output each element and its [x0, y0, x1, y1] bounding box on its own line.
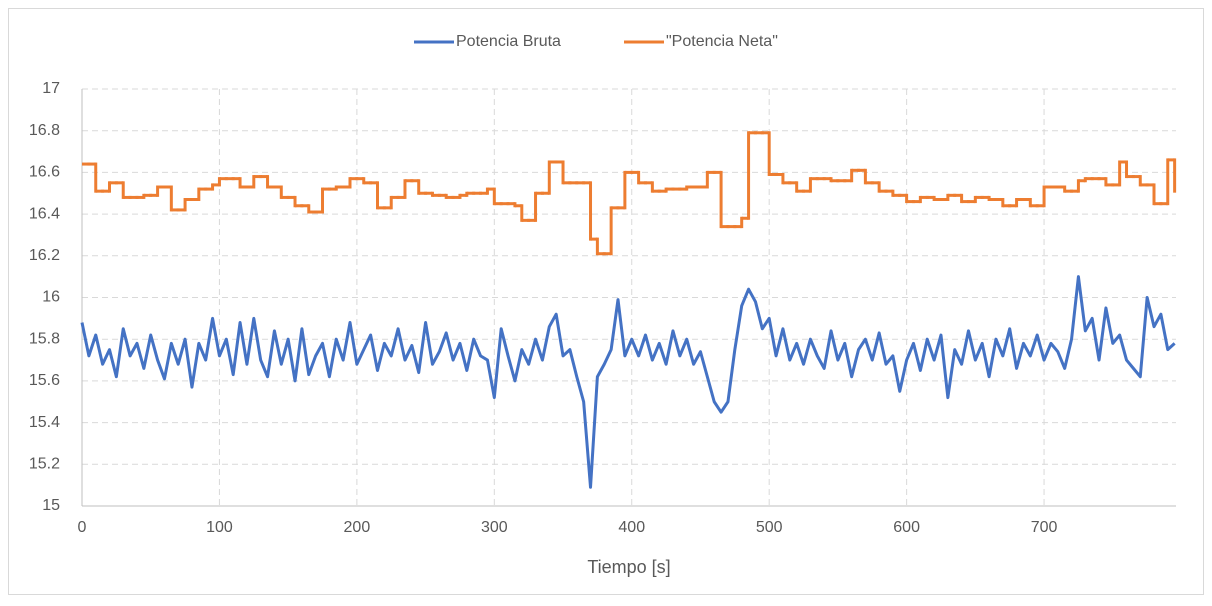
y-tick-label: 17 [42, 80, 60, 97]
y-tick-label: 15.4 [29, 414, 60, 431]
y-tick-label: 15.6 [29, 372, 60, 389]
y-tick-label: 15 [42, 497, 60, 514]
x-axis-label: Tiempo [s] [587, 557, 670, 577]
line-series [80, 275, 1176, 489]
x-tick-label: 200 [344, 519, 371, 536]
x-tick-label: 700 [1031, 519, 1058, 536]
x-tick-label: 300 [481, 519, 508, 536]
x-tick-label: 400 [618, 519, 645, 536]
legend-label: "Potencia Neta" [666, 33, 778, 50]
x-tick-label: 100 [206, 519, 233, 536]
y-tick-label: 16.2 [29, 247, 60, 264]
y-tick-label: 15.8 [29, 330, 60, 347]
legend-label: Potencia Bruta [456, 33, 561, 50]
x-tick-label: 0 [78, 519, 87, 536]
y-tick-label: 16.4 [29, 205, 60, 222]
y-tick-label: 15.2 [29, 456, 60, 473]
y-tick-label: 16 [42, 289, 60, 306]
chart-border [8, 8, 1204, 595]
x-tick-label: 500 [756, 519, 783, 536]
y-tick-label: 16.8 [29, 122, 60, 139]
x-tick-label: 600 [893, 519, 920, 536]
y-tick-label: 16.6 [29, 164, 60, 181]
